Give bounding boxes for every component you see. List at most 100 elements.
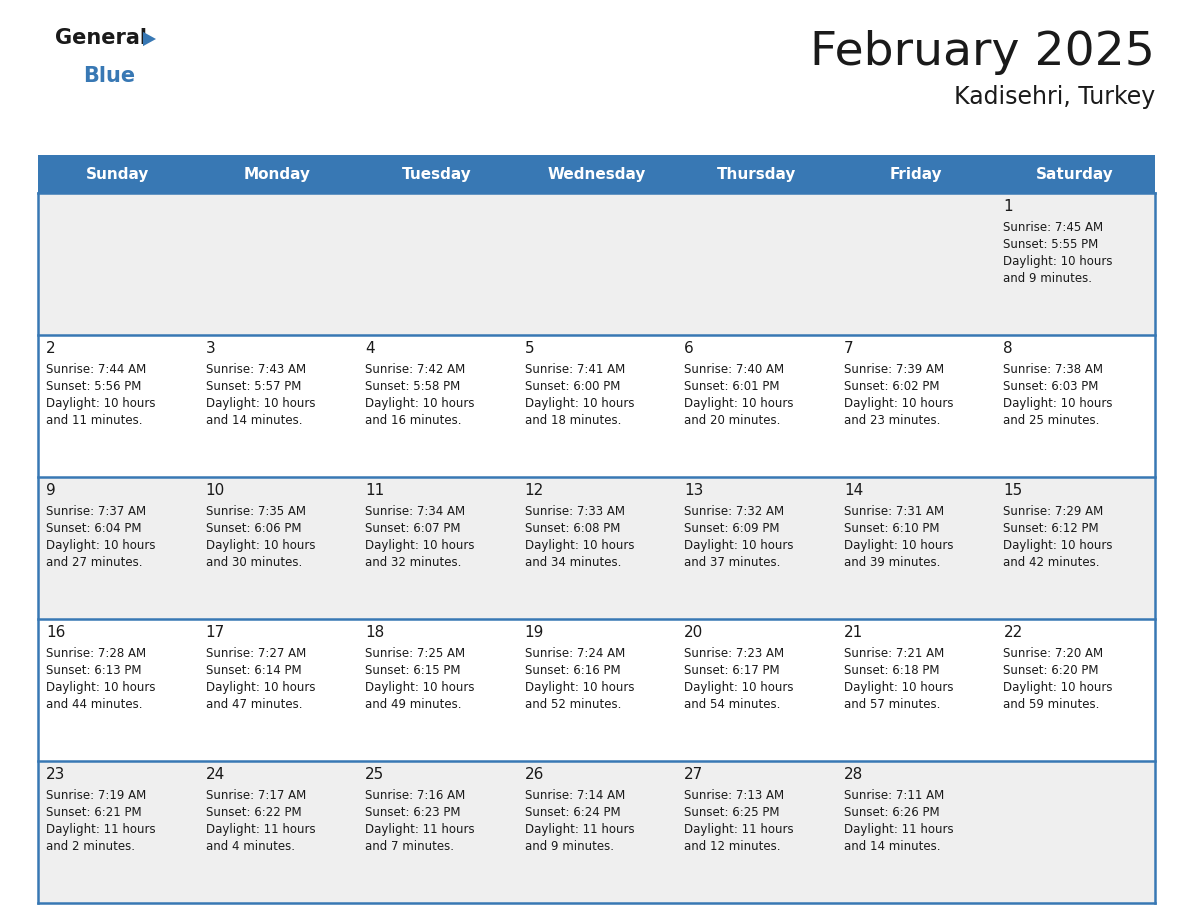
Text: 1: 1 — [1004, 199, 1013, 214]
Text: and 9 minutes.: and 9 minutes. — [1004, 272, 1093, 285]
Text: Sunset: 6:23 PM: Sunset: 6:23 PM — [365, 806, 461, 819]
Text: Sunrise: 7:41 AM: Sunrise: 7:41 AM — [525, 363, 625, 376]
Text: 13: 13 — [684, 483, 703, 498]
Text: and 32 minutes.: and 32 minutes. — [365, 556, 461, 569]
Text: 22: 22 — [1004, 625, 1023, 640]
Text: Sunrise: 7:17 AM: Sunrise: 7:17 AM — [206, 789, 305, 802]
Text: and 57 minutes.: and 57 minutes. — [843, 698, 940, 711]
Text: and 2 minutes.: and 2 minutes. — [46, 840, 135, 853]
Text: Sunset: 6:20 PM: Sunset: 6:20 PM — [1004, 664, 1099, 677]
Text: 16: 16 — [46, 625, 65, 640]
Text: Daylight: 11 hours: Daylight: 11 hours — [206, 823, 315, 836]
Text: Sunset: 5:55 PM: Sunset: 5:55 PM — [1004, 238, 1099, 251]
Text: 2: 2 — [46, 341, 56, 356]
Text: Sunday: Sunday — [86, 166, 150, 182]
Text: Sunset: 6:22 PM: Sunset: 6:22 PM — [206, 806, 302, 819]
Text: and 27 minutes.: and 27 minutes. — [46, 556, 143, 569]
Text: Tuesday: Tuesday — [402, 166, 472, 182]
Text: 9: 9 — [46, 483, 56, 498]
Text: 15: 15 — [1004, 483, 1023, 498]
Text: and 16 minutes.: and 16 minutes. — [365, 414, 462, 427]
Text: 11: 11 — [365, 483, 385, 498]
Text: and 34 minutes.: and 34 minutes. — [525, 556, 621, 569]
Text: Sunset: 6:18 PM: Sunset: 6:18 PM — [843, 664, 940, 677]
Bar — [38, 477, 1155, 619]
Text: Sunrise: 7:45 AM: Sunrise: 7:45 AM — [1004, 221, 1104, 234]
Text: 18: 18 — [365, 625, 385, 640]
Text: Daylight: 10 hours: Daylight: 10 hours — [684, 681, 794, 694]
Text: Sunset: 6:26 PM: Sunset: 6:26 PM — [843, 806, 940, 819]
Text: February 2025: February 2025 — [810, 30, 1155, 75]
Bar — [38, 335, 1155, 477]
Text: Sunrise: 7:14 AM: Sunrise: 7:14 AM — [525, 789, 625, 802]
Text: Blue: Blue — [83, 66, 135, 86]
Text: 10: 10 — [206, 483, 225, 498]
Text: and 52 minutes.: and 52 minutes. — [525, 698, 621, 711]
Text: and 25 minutes.: and 25 minutes. — [1004, 414, 1100, 427]
Text: Daylight: 10 hours: Daylight: 10 hours — [365, 681, 475, 694]
Text: 27: 27 — [684, 767, 703, 782]
Text: Sunrise: 7:31 AM: Sunrise: 7:31 AM — [843, 505, 944, 518]
Text: and 59 minutes.: and 59 minutes. — [1004, 698, 1100, 711]
Text: Daylight: 11 hours: Daylight: 11 hours — [684, 823, 794, 836]
Text: Sunrise: 7:34 AM: Sunrise: 7:34 AM — [365, 505, 466, 518]
Text: Thursday: Thursday — [716, 166, 796, 182]
Text: Sunset: 6:01 PM: Sunset: 6:01 PM — [684, 380, 779, 393]
Text: 3: 3 — [206, 341, 215, 356]
Text: Sunrise: 7:32 AM: Sunrise: 7:32 AM — [684, 505, 784, 518]
Text: Sunrise: 7:20 AM: Sunrise: 7:20 AM — [1004, 647, 1104, 660]
Text: Sunset: 6:09 PM: Sunset: 6:09 PM — [684, 522, 779, 535]
Text: Sunset: 6:06 PM: Sunset: 6:06 PM — [206, 522, 301, 535]
Bar — [38, 619, 1155, 761]
Text: 12: 12 — [525, 483, 544, 498]
Text: General: General — [55, 28, 147, 48]
Text: Sunset: 6:15 PM: Sunset: 6:15 PM — [365, 664, 461, 677]
Text: and 47 minutes.: and 47 minutes. — [206, 698, 302, 711]
Text: Daylight: 10 hours: Daylight: 10 hours — [525, 539, 634, 552]
Text: Daylight: 10 hours: Daylight: 10 hours — [684, 397, 794, 410]
Text: Sunset: 6:00 PM: Sunset: 6:00 PM — [525, 380, 620, 393]
Text: Daylight: 11 hours: Daylight: 11 hours — [365, 823, 475, 836]
Text: Sunset: 5:58 PM: Sunset: 5:58 PM — [365, 380, 461, 393]
Text: Sunrise: 7:39 AM: Sunrise: 7:39 AM — [843, 363, 944, 376]
Text: Sunrise: 7:19 AM: Sunrise: 7:19 AM — [46, 789, 146, 802]
Text: Sunrise: 7:33 AM: Sunrise: 7:33 AM — [525, 505, 625, 518]
Text: Sunrise: 7:44 AM: Sunrise: 7:44 AM — [46, 363, 146, 376]
Text: Daylight: 10 hours: Daylight: 10 hours — [46, 397, 156, 410]
Text: and 39 minutes.: and 39 minutes. — [843, 556, 940, 569]
Text: Sunrise: 7:27 AM: Sunrise: 7:27 AM — [206, 647, 305, 660]
Text: 23: 23 — [46, 767, 65, 782]
Text: Daylight: 11 hours: Daylight: 11 hours — [46, 823, 156, 836]
Text: and 12 minutes.: and 12 minutes. — [684, 840, 781, 853]
Text: Sunset: 5:56 PM: Sunset: 5:56 PM — [46, 380, 141, 393]
Text: 14: 14 — [843, 483, 864, 498]
Text: and 23 minutes.: and 23 minutes. — [843, 414, 940, 427]
Text: Sunrise: 7:40 AM: Sunrise: 7:40 AM — [684, 363, 784, 376]
Polygon shape — [143, 32, 156, 46]
Text: Daylight: 10 hours: Daylight: 10 hours — [365, 539, 475, 552]
Text: Sunrise: 7:21 AM: Sunrise: 7:21 AM — [843, 647, 944, 660]
Text: Sunrise: 7:42 AM: Sunrise: 7:42 AM — [365, 363, 466, 376]
Text: 5: 5 — [525, 341, 535, 356]
Text: Sunset: 6:03 PM: Sunset: 6:03 PM — [1004, 380, 1099, 393]
Text: Sunrise: 7:23 AM: Sunrise: 7:23 AM — [684, 647, 784, 660]
Text: Daylight: 10 hours: Daylight: 10 hours — [46, 681, 156, 694]
Text: and 30 minutes.: and 30 minutes. — [206, 556, 302, 569]
Text: Sunrise: 7:13 AM: Sunrise: 7:13 AM — [684, 789, 784, 802]
Text: Daylight: 11 hours: Daylight: 11 hours — [525, 823, 634, 836]
Text: Sunrise: 7:24 AM: Sunrise: 7:24 AM — [525, 647, 625, 660]
Text: Sunrise: 7:16 AM: Sunrise: 7:16 AM — [365, 789, 466, 802]
Text: Sunrise: 7:28 AM: Sunrise: 7:28 AM — [46, 647, 146, 660]
Text: and 37 minutes.: and 37 minutes. — [684, 556, 781, 569]
Text: and 20 minutes.: and 20 minutes. — [684, 414, 781, 427]
Text: Sunset: 6:12 PM: Sunset: 6:12 PM — [1004, 522, 1099, 535]
Text: Daylight: 10 hours: Daylight: 10 hours — [843, 539, 953, 552]
Text: Sunset: 6:16 PM: Sunset: 6:16 PM — [525, 664, 620, 677]
Text: 20: 20 — [684, 625, 703, 640]
Text: and 14 minutes.: and 14 minutes. — [206, 414, 302, 427]
Text: Sunset: 6:17 PM: Sunset: 6:17 PM — [684, 664, 779, 677]
Text: 26: 26 — [525, 767, 544, 782]
Text: 7: 7 — [843, 341, 853, 356]
Text: Daylight: 10 hours: Daylight: 10 hours — [525, 681, 634, 694]
Text: Sunset: 6:10 PM: Sunset: 6:10 PM — [843, 522, 940, 535]
